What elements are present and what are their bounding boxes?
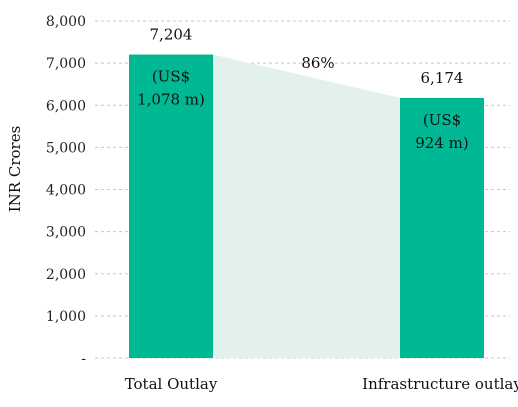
y-tick-label: -: [81, 351, 86, 367]
y-tick-label: 7,000: [46, 56, 86, 72]
bar-layer: [129, 54, 484, 359]
connector-band: [213, 54, 400, 359]
bar-usd-label: (US$: [423, 111, 461, 129]
connector-layer: [213, 54, 400, 359]
bar-value-label: 6,174: [421, 69, 464, 87]
x-category-label: Infrastructure outlay: [362, 375, 518, 393]
x-category-label: Total Outlay: [125, 375, 218, 393]
y-tick-label: 2,000: [46, 267, 86, 283]
share-percentage-label: 86%: [301, 54, 334, 72]
y-tick-label: 5,000: [46, 140, 86, 156]
bar-usd-label: 1,078 m): [137, 91, 205, 109]
y-tick-label: 6,000: [46, 98, 86, 114]
bar-value-label: 7,204: [150, 26, 193, 44]
y-tick-label: 8,000: [46, 14, 86, 30]
y-tick-label: 4,000: [46, 183, 86, 199]
bar-usd-label: (US$: [152, 68, 190, 86]
y-axis-title: INR Crores: [6, 126, 24, 213]
bar: [129, 54, 213, 359]
bar-usd-label: 924 m): [415, 134, 468, 152]
y-tick-label: 1,000: [46, 309, 86, 325]
label-layer: - 1,000 2,000 3,000 4,000 5,000 6,000 7,000 8,00…: [46, 14, 518, 393]
y-tick-label: 3,000: [46, 225, 86, 241]
bar: [400, 97, 484, 358]
